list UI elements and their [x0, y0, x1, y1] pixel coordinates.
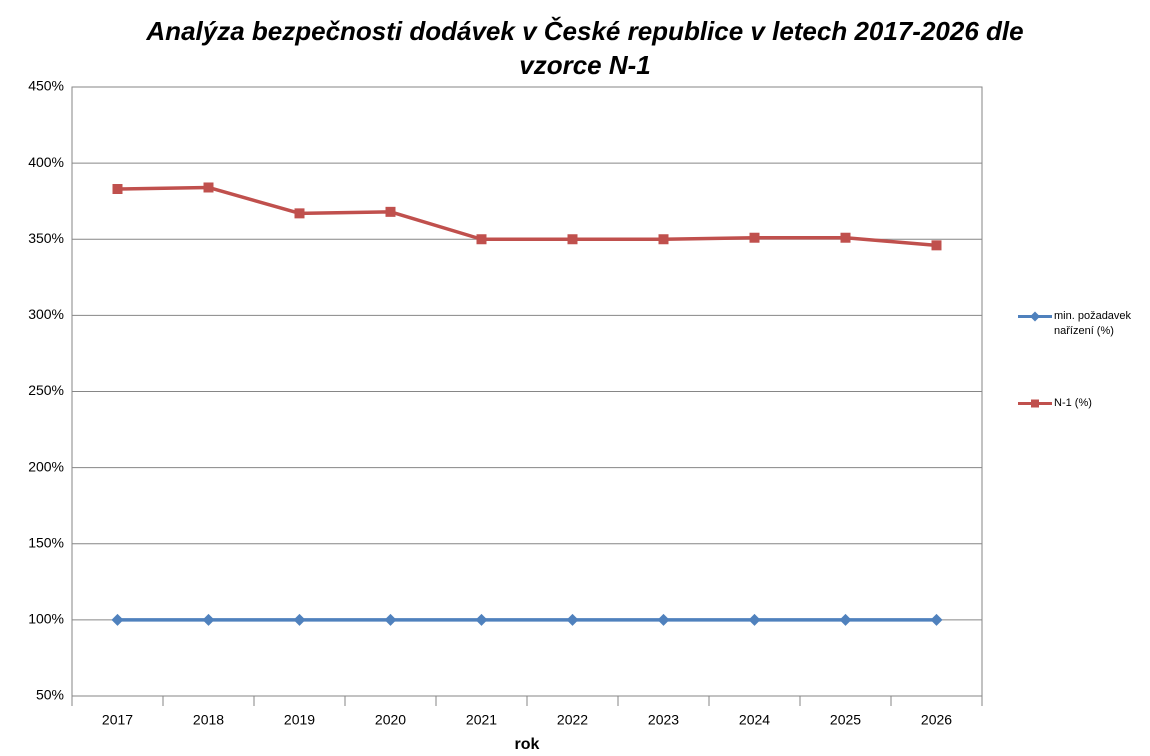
x-tick-label: 2024	[739, 712, 770, 728]
data-point	[657, 613, 670, 626]
data-point	[203, 182, 214, 193]
data-point	[931, 240, 942, 251]
data-point	[748, 613, 761, 626]
x-tick-label: 2023	[648, 712, 679, 728]
data-point	[839, 613, 852, 626]
x-tick-label: 2018	[193, 712, 224, 728]
y-tick-label: 200%	[28, 458, 64, 474]
series-line	[117, 185, 937, 248]
x-tick-label: 2017	[102, 712, 133, 728]
x-tick-label: 2025	[830, 712, 861, 728]
legend-swatch	[1018, 311, 1052, 322]
data-point	[111, 613, 124, 626]
legend-label: N-1 (%)	[1054, 397, 1092, 409]
x-tick-label: 2026	[921, 712, 952, 728]
y-tick-label: 250%	[28, 382, 64, 398]
x-axis-label: rok	[515, 736, 540, 753]
data-point	[930, 613, 943, 626]
y-tick-label: 300%	[28, 306, 64, 322]
y-tick-label: 50%	[36, 687, 64, 703]
data-point	[202, 613, 215, 626]
legend-label: min. požadavek nařízení (%)	[1054, 310, 1132, 337]
y-tick-label: 100%	[28, 611, 64, 627]
y-tick-label: 350%	[28, 230, 64, 246]
data-point	[293, 613, 306, 626]
chart-title: Analýza bezpečnosti dodávek v České repu…	[146, 16, 1024, 80]
y-tick-label: 150%	[28, 534, 64, 550]
x-tick-label: 2020	[375, 712, 406, 728]
legend-entry: N-1 (%)	[1018, 396, 1149, 411]
data-point	[294, 208, 305, 219]
data-point	[384, 613, 397, 626]
data-point	[567, 234, 578, 245]
data-point	[475, 613, 488, 626]
data-point	[840, 232, 851, 243]
y-tick-label: 450%	[28, 78, 64, 94]
x-tick-label: 2021	[466, 712, 497, 728]
x-tick-label: 2022	[557, 712, 588, 728]
data-point	[566, 613, 579, 626]
data-point	[112, 184, 123, 195]
data-point	[385, 206, 396, 217]
legend-entry: min. požadavek nařízení (%)	[1018, 309, 1149, 339]
legend-swatch	[1018, 399, 1052, 408]
x-tick-label: 2019	[284, 712, 315, 728]
y-tick-label: 400%	[28, 154, 64, 170]
data-point	[658, 234, 669, 245]
data-point	[476, 234, 487, 245]
data-point	[749, 232, 760, 243]
